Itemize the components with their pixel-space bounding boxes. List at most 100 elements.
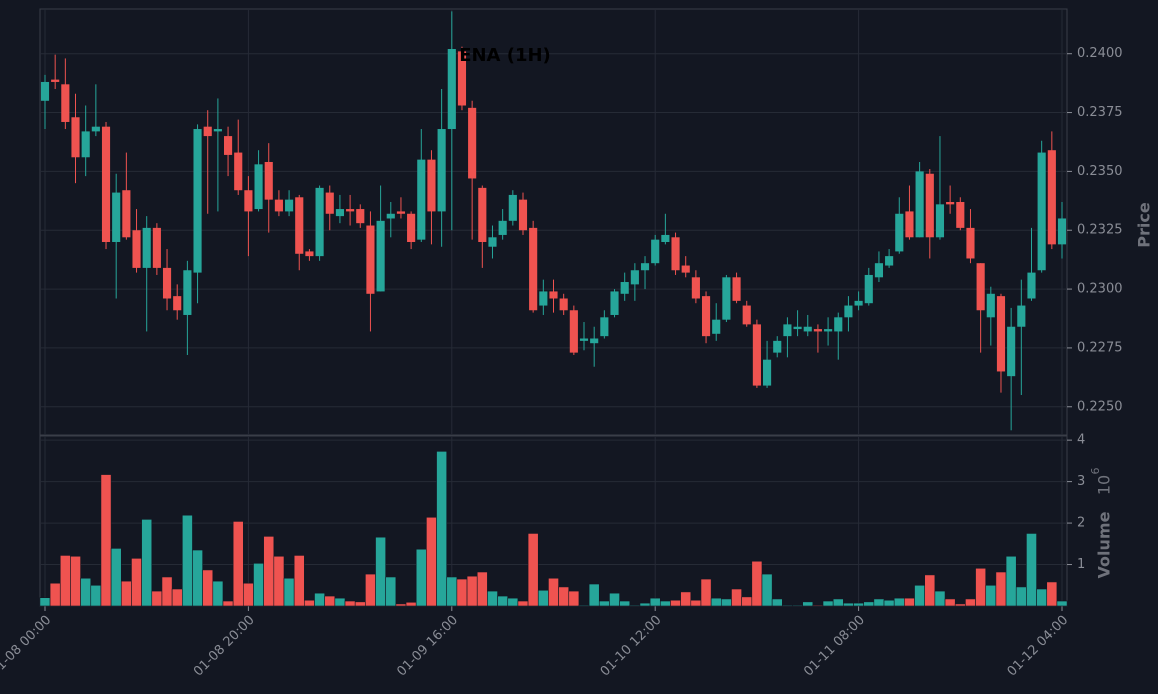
candle-body [956,201,965,228]
candle-body [457,51,467,106]
volume-bar [1005,555,1017,607]
candle-body [763,359,772,386]
volume-bar [1046,581,1058,607]
candle-body [996,296,1006,372]
candle-body [285,199,294,212]
volume-bar [39,597,51,607]
volume-bar [914,584,926,607]
volume-bar [985,584,997,607]
volume-bar [151,590,163,607]
volume-bar [405,601,417,607]
volume-bar [100,474,112,607]
y-tick-label: 0.2250 [1077,399,1123,414]
price-axis-label: Price [1135,202,1154,248]
candle-body [905,211,914,238]
volume-bar [334,597,346,607]
y-tick-label: 3 [1077,474,1085,489]
volume-bar [446,576,458,607]
volume-axis-label: Volume [1095,511,1114,578]
volume-bar [609,592,620,607]
candle-body [813,329,822,332]
candle-body [40,81,50,101]
volume-bar [171,588,183,607]
candle-body [793,326,802,330]
candle-body [824,329,833,332]
candle-body [132,230,141,268]
volume-offset-base: 10 [1095,475,1114,495]
candle-body [701,296,711,337]
candle-body [549,291,558,299]
candle-body [386,213,395,219]
volume-bar [497,595,509,607]
volume-bar [365,573,376,607]
candle-body [61,84,70,122]
candle-body [976,263,985,311]
candle-body [51,79,60,82]
candle-body [600,317,609,337]
volume-bar [456,578,468,607]
volume-bar [761,573,773,607]
volume-bar [243,582,254,607]
volume-bar [792,604,803,607]
candle-body [569,310,578,353]
candle-body [661,234,670,243]
candle-body [234,152,243,191]
volume-bar [710,597,722,607]
candle-body [335,209,344,217]
volume-bar [659,600,671,607]
volume-bar [588,583,600,607]
candle-body [213,129,222,132]
volume-bar [741,596,753,607]
volume-bar [324,595,336,607]
candle-body [681,265,690,273]
y-tick-label: 0.2350 [1077,164,1123,179]
volume-bar [192,549,203,607]
candle-body [193,129,202,273]
candle-body [173,296,182,311]
volume-bar [507,597,519,607]
candle-body [437,129,446,212]
volume-bar [700,578,712,607]
volume-bar [70,555,81,607]
volume-bar [944,598,956,607]
volume-bar [822,600,834,607]
volume-bar [975,567,987,607]
volume-bar [232,521,244,607]
volume-bar [1015,586,1027,607]
y-tick-label: 0.2325 [1077,223,1123,238]
volume-bar [873,598,885,607]
candle-body [396,211,406,214]
volume-bar [395,603,407,607]
candle-body [91,126,100,132]
candle-body [244,190,253,212]
candle-body [874,263,884,278]
candle-body [223,136,233,155]
volume-bar [812,604,824,607]
candle-body [742,305,751,325]
volume-bar [426,516,437,607]
candle-body [732,277,741,301]
chart-title: ENA (1H) [459,45,551,66]
volume-bar [883,599,895,607]
volume-bar [568,590,580,607]
volume-bar [680,591,692,607]
volume-bar [670,599,681,607]
candle-body [1007,326,1016,377]
volume-bar [771,598,783,607]
candle-body [183,270,192,315]
y-tick-label: 0.2400 [1077,46,1123,61]
candle-body [579,338,589,341]
candle-body [915,171,924,238]
volume-bar [995,571,1007,607]
candle-body [885,256,894,266]
volume-bar [690,599,702,607]
candle-body [803,326,812,332]
volume-bar [293,555,305,607]
candle-body [468,107,477,179]
volume-bar [802,601,814,607]
candle-body [254,164,263,210]
candle-body [478,187,487,243]
candle-body [539,291,548,306]
candle-body [152,227,161,268]
candle-body [305,251,314,257]
